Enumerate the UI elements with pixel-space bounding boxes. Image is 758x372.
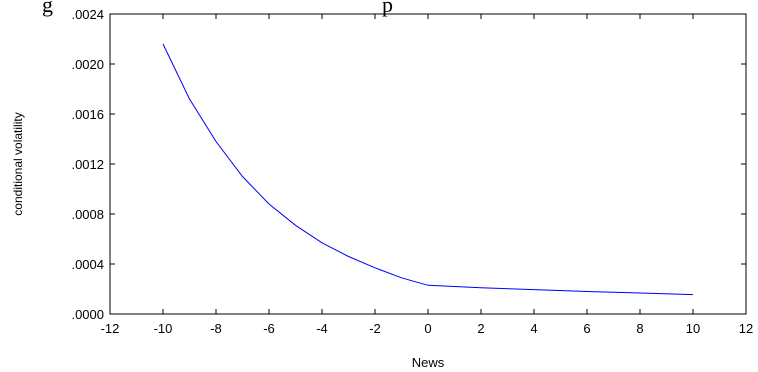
x-tick-label: -2 bbox=[369, 321, 381, 336]
caption-fragment-left: g bbox=[42, 0, 53, 17]
y-tick-label: .0004 bbox=[71, 257, 104, 272]
caption-fragment-right: p bbox=[382, 0, 393, 17]
y-tick-label: .0020 bbox=[71, 57, 104, 72]
x-tick-label: 4 bbox=[530, 321, 537, 336]
x-tick-label: -12 bbox=[101, 321, 120, 336]
y-tick-label: .0000 bbox=[71, 307, 104, 322]
x-axis: -12 -10 -8 -6 -4 -2 0 2 4 6 8 10 12 bbox=[101, 14, 753, 336]
x-tick-label: 6 bbox=[583, 321, 590, 336]
x-tick-label: -10 bbox=[154, 321, 173, 336]
x-tick-label: -8 bbox=[210, 321, 222, 336]
x-tick-label: 12 bbox=[739, 321, 753, 336]
y-axis-title: conditional volatility bbox=[11, 112, 25, 215]
x-tick-label: 2 bbox=[477, 321, 484, 336]
y-axis: .0000 .0004 .0008 .0012 .0016 .0020 .0024 bbox=[71, 7, 746, 322]
y-tick-label: .0008 bbox=[71, 207, 104, 222]
x-tick-label: 0 bbox=[424, 321, 431, 336]
series-layer bbox=[162, 43, 694, 296]
x-tick-label: 10 bbox=[686, 321, 700, 336]
y-tick-label: .0012 bbox=[71, 157, 104, 172]
plot-frame bbox=[109, 13, 747, 315]
x-tick-label: -4 bbox=[316, 321, 328, 336]
x-tick-label: 8 bbox=[636, 321, 643, 336]
y-tick-label: .0016 bbox=[71, 107, 104, 122]
x-axis-title: News bbox=[412, 355, 445, 370]
y-tick-label: .0024 bbox=[71, 7, 104, 22]
series-line bbox=[162, 43, 694, 296]
x-tick-label: -6 bbox=[263, 321, 275, 336]
